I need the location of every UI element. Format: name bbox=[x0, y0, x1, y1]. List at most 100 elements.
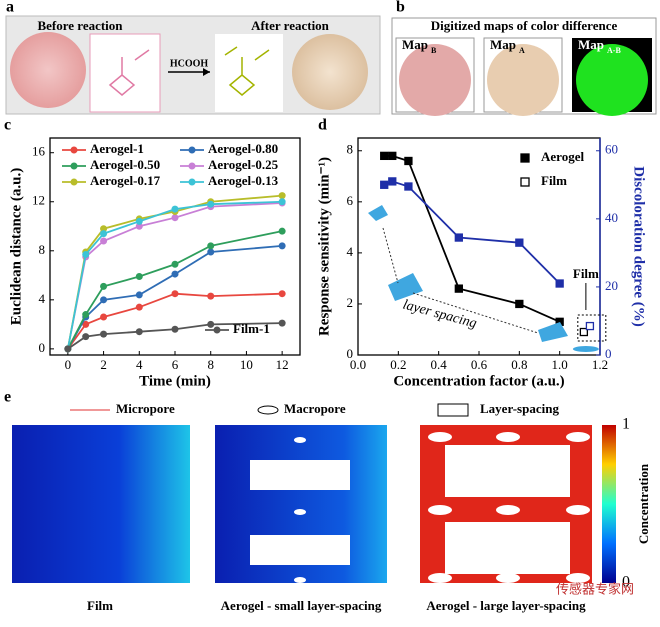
point bbox=[100, 296, 108, 304]
x-tick-label: 0 bbox=[65, 357, 72, 372]
before-label: Before reaction bbox=[37, 18, 123, 33]
point bbox=[171, 205, 179, 213]
annotation: layer spacing bbox=[401, 297, 478, 331]
macropore bbox=[294, 437, 306, 443]
legend-marker bbox=[520, 177, 530, 187]
legend-label: Aerogel-0.80 bbox=[208, 141, 278, 156]
panel-label: a bbox=[6, 0, 14, 16]
map-subscript: A bbox=[519, 46, 525, 55]
x-tick-label: 2 bbox=[100, 357, 107, 372]
point bbox=[100, 225, 108, 233]
point bbox=[278, 227, 286, 235]
point bbox=[100, 330, 108, 338]
macropore-legend bbox=[257, 405, 279, 415]
map-a-b bbox=[576, 44, 648, 116]
series-line bbox=[383, 180, 561, 285]
molecule-before bbox=[89, 33, 161, 113]
panel-label: e bbox=[4, 389, 11, 406]
legend-label: Macropore bbox=[284, 401, 346, 416]
molecule-after bbox=[215, 34, 283, 112]
point bbox=[100, 237, 108, 245]
film-simulation bbox=[12, 425, 190, 583]
point bbox=[135, 303, 143, 311]
legend-marker bbox=[70, 178, 78, 186]
legend-label: Film bbox=[541, 173, 567, 188]
y-tick-label: 2 bbox=[347, 295, 354, 310]
map-label: Map bbox=[402, 37, 428, 52]
point bbox=[135, 328, 143, 336]
film-box bbox=[577, 314, 607, 342]
point bbox=[207, 242, 215, 250]
y-tick-label: 0 bbox=[39, 340, 46, 355]
point bbox=[278, 198, 286, 206]
point bbox=[388, 177, 397, 186]
y2-axis-label: Discoloration degree (%) bbox=[631, 166, 647, 327]
y-tick-label: 8 bbox=[39, 242, 46, 257]
point bbox=[555, 279, 564, 288]
legend-marker bbox=[70, 146, 78, 154]
map-a bbox=[487, 44, 559, 116]
panel-label: b bbox=[396, 0, 405, 16]
caption: Aerogel - small layer-spacing bbox=[221, 598, 382, 613]
colorbar-tick: 1 bbox=[622, 416, 630, 433]
layer-icon bbox=[388, 273, 423, 301]
colorbar-label: Concentration bbox=[636, 463, 651, 544]
legend-label: Layer-spacing bbox=[480, 401, 559, 416]
point bbox=[579, 327, 589, 337]
x-tick-label: 6 bbox=[172, 357, 179, 372]
point bbox=[515, 238, 524, 247]
after-sample bbox=[292, 34, 368, 110]
point bbox=[100, 313, 108, 321]
legend-marker bbox=[520, 153, 530, 163]
x-tick-label: 10 bbox=[240, 357, 253, 372]
x-tick-label: 0.8 bbox=[511, 357, 527, 372]
y-tick-label: 8 bbox=[347, 142, 354, 157]
arrow-head bbox=[203, 68, 210, 76]
x-tick-label: 4 bbox=[136, 357, 143, 372]
point bbox=[388, 151, 397, 161]
point bbox=[135, 217, 143, 225]
colorbar bbox=[602, 425, 616, 583]
point bbox=[171, 290, 179, 298]
y2-tick-label: 60 bbox=[605, 142, 618, 157]
legend-marker bbox=[70, 162, 78, 170]
panel-b-title: Digitized maps of color difference bbox=[431, 18, 618, 33]
macropore bbox=[294, 577, 306, 583]
watermark: 传感器专家网 bbox=[556, 582, 634, 598]
point bbox=[207, 292, 215, 300]
point bbox=[585, 321, 595, 331]
point bbox=[454, 233, 463, 242]
legend-marker bbox=[213, 326, 221, 334]
point bbox=[278, 319, 286, 327]
layer bbox=[445, 445, 570, 497]
point bbox=[100, 282, 108, 290]
panel-label: c bbox=[4, 117, 11, 134]
x-tick-label: 0.6 bbox=[471, 357, 488, 372]
layer-icon bbox=[368, 205, 388, 221]
map-subscript: A-B bbox=[607, 46, 621, 55]
layer-legend bbox=[437, 403, 469, 417]
legend-marker bbox=[188, 162, 196, 170]
point bbox=[515, 299, 524, 309]
map-label: Map bbox=[578, 37, 604, 52]
point bbox=[64, 345, 72, 353]
map-subscript: B bbox=[431, 46, 437, 55]
point bbox=[171, 214, 179, 222]
reagent: HCOOH bbox=[170, 58, 209, 69]
dotted-guide bbox=[382, 227, 399, 284]
point bbox=[171, 325, 179, 333]
film-icon bbox=[572, 346, 599, 352]
point bbox=[278, 290, 286, 298]
point bbox=[82, 311, 90, 319]
point bbox=[82, 333, 90, 341]
point bbox=[404, 182, 413, 191]
y-tick-label: 4 bbox=[347, 244, 354, 259]
point bbox=[207, 320, 215, 328]
point bbox=[171, 270, 179, 278]
x-tick-label: 8 bbox=[207, 357, 214, 372]
point bbox=[82, 250, 90, 258]
x-tick-label: 1.0 bbox=[552, 357, 568, 372]
point bbox=[135, 291, 143, 299]
y-tick-label: 16 bbox=[32, 144, 46, 159]
